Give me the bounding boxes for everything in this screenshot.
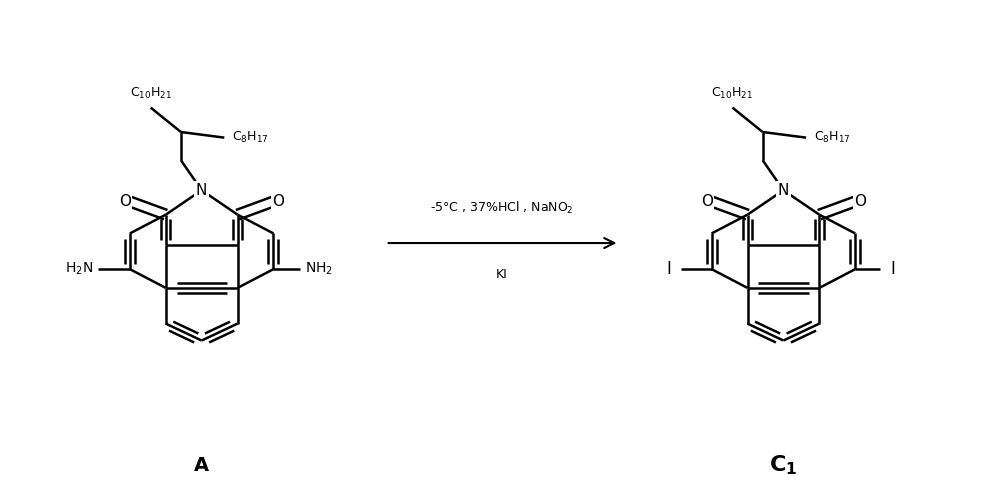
Text: $\mathregular{C_8H_{17}}$: $\mathregular{C_8H_{17}}$ — [232, 130, 269, 145]
Text: KI: KI — [496, 268, 508, 281]
Text: $\mathbf{C_1}$: $\mathbf{C_1}$ — [769, 454, 797, 477]
Text: I: I — [890, 260, 895, 278]
Text: $\mathregular{C_{10}H_{21}}$: $\mathregular{C_{10}H_{21}}$ — [130, 86, 172, 101]
Text: N: N — [196, 183, 207, 198]
Text: $\mathregular{NH_2}$: $\mathregular{NH_2}$ — [305, 261, 333, 278]
Text: A: A — [194, 456, 209, 475]
Text: O: O — [854, 194, 866, 209]
Text: $\mathregular{C_{10}H_{21}}$: $\mathregular{C_{10}H_{21}}$ — [711, 86, 753, 101]
Text: $\mathregular{H_2N}$: $\mathregular{H_2N}$ — [65, 261, 93, 278]
Text: -5°C , 37%HCl , NaNO$_2$: -5°C , 37%HCl , NaNO$_2$ — [430, 200, 574, 216]
Text: I: I — [666, 260, 671, 278]
Text: N: N — [778, 183, 789, 198]
Text: O: O — [272, 194, 284, 209]
Text: $\mathregular{C_8H_{17}}$: $\mathregular{C_8H_{17}}$ — [814, 130, 851, 145]
Text: O: O — [119, 194, 131, 209]
Text: O: O — [701, 194, 713, 209]
